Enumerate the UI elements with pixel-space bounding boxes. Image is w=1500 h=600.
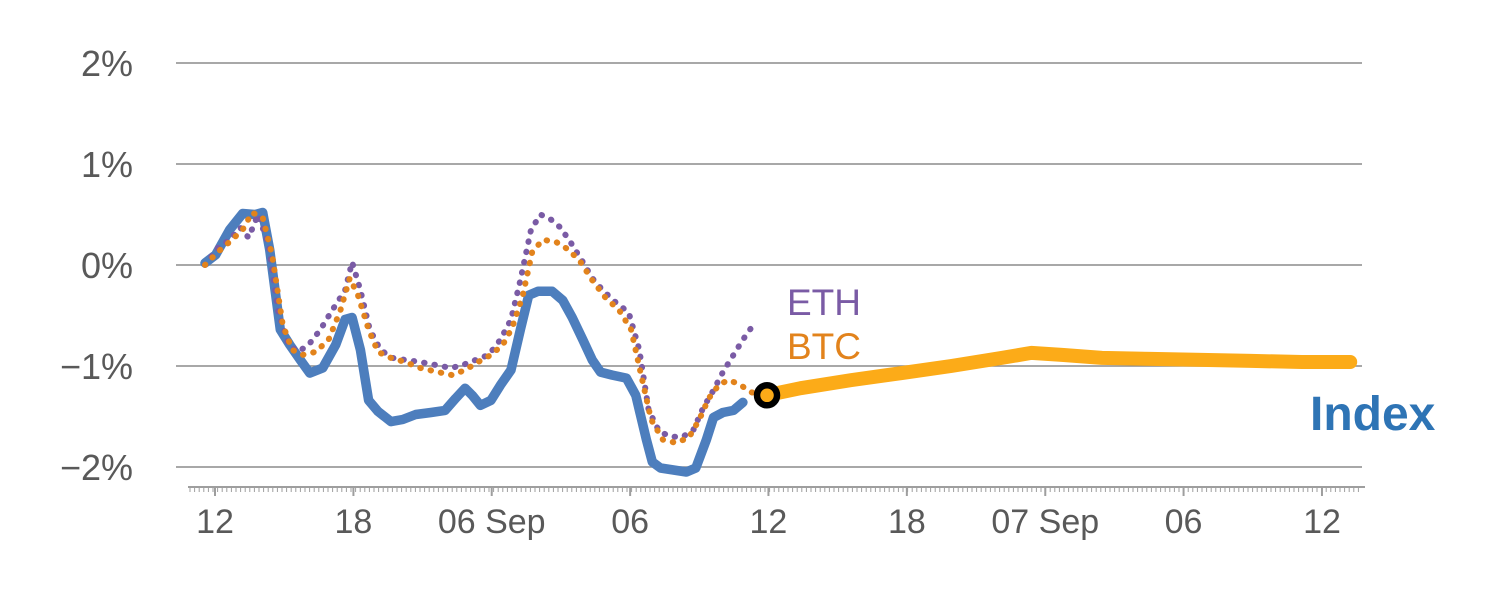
x-axis-tick-label: 18 [335,503,373,541]
x-axis-tick-label: 06 [1165,503,1203,541]
btc-series-label: BTC [787,326,861,367]
x-axis-tick-label: 12 [196,503,234,541]
x-axis-tick-label: 06 [611,503,649,541]
index-series-label: Index [1310,388,1436,441]
x-axis-tick-label: 12 [750,503,788,541]
x-axis-tick-label: 07 Sep [991,503,1099,541]
y-axis-tick-label: −1% [60,346,133,387]
eth-series-label: ETH [787,282,861,323]
y-axis-tick-label: 1% [81,144,133,185]
series-line-index [200,207,748,477]
x-axis-tick-label: 12 [1303,503,1341,541]
y-axis-tick-label: 0% [81,245,133,286]
x-axis-tick-label: 06 Sep [438,503,546,541]
series-line-eth [202,211,757,440]
y-axis-tick-label: −2% [60,447,133,488]
x-axis-tick-label: 18 [888,503,926,541]
series-line-btc [202,209,766,446]
y-axis-tick-label: 2% [81,43,133,84]
latest-point-marker [753,382,781,409]
series-line-btc_continued [759,345,1358,403]
